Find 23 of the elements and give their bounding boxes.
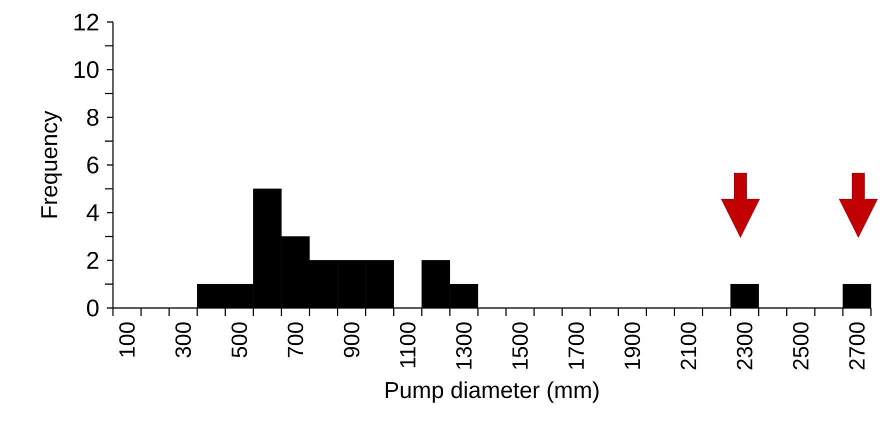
- x-tick-label: 100: [119, 322, 135, 357]
- x-tick-label: 500: [232, 322, 248, 358]
- x-tick-label: 2100: [680, 322, 696, 370]
- x-tick-label: 1700: [568, 322, 584, 369]
- x-tick-label: 900: [344, 322, 360, 358]
- y-tick-label: 6: [87, 156, 98, 174]
- x-tick-label: 2700: [849, 322, 865, 370]
- x-tick-label: 300: [175, 322, 191, 358]
- x-tick-label: 2500: [793, 322, 809, 370]
- y-tick-label: 12: [74, 14, 98, 30]
- x-axis-title: Pump diameter (mm): [386, 381, 598, 403]
- y-tick-label: 10: [74, 61, 98, 78]
- x-tick-label: 1900: [624, 322, 640, 369]
- x-tick-label: 2300: [736, 322, 752, 370]
- x-tick-label: 1300: [456, 322, 472, 369]
- x-tick-label: 1100: [400, 322, 416, 368]
- y-axis-title: Frequency: [41, 110, 62, 218]
- y-tick-label: 2: [87, 252, 98, 269]
- y-tick-label: 8: [87, 108, 98, 126]
- y-tick-label: 4: [86, 204, 99, 221]
- x-tick-label: 1500: [512, 322, 528, 369]
- y-tick-label: 0: [87, 299, 98, 316]
- x-tick-label: 700: [288, 322, 304, 358]
